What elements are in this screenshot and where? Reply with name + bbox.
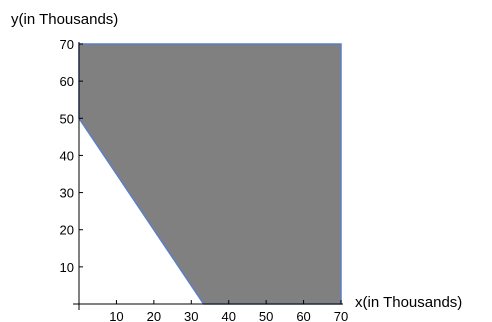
x-tick-label: 70 [334, 309, 348, 322]
x-tick-label: 60 [296, 309, 310, 322]
x-tick-label: 40 [221, 309, 235, 322]
region-layer [78, 43, 342, 305]
ticks-layer: 10 20 30 40 50 60 70 10 20 30 40 50 60 70 [60, 37, 349, 322]
x-tick-label: 50 [259, 309, 273, 322]
y-tick-label: 20 [60, 223, 74, 238]
x-tick-label: 10 [109, 309, 123, 322]
y-tick-label: 10 [60, 260, 74, 275]
axes-layer [73, 42, 343, 310]
y-tick-label: 40 [60, 148, 74, 163]
feasible-region [78, 43, 342, 305]
y-tick-label: 70 [60, 37, 74, 52]
y-tick-label: 50 [60, 111, 74, 126]
y-axis-label: y(in Thousands) [11, 11, 118, 28]
y-tick-label: 30 [60, 186, 74, 201]
x-axis-label: x(in Thousands) [355, 294, 462, 311]
y-tick-label: 60 [60, 74, 74, 89]
x-tick-label: 30 [184, 309, 198, 322]
x-tick-label: 20 [147, 309, 161, 322]
